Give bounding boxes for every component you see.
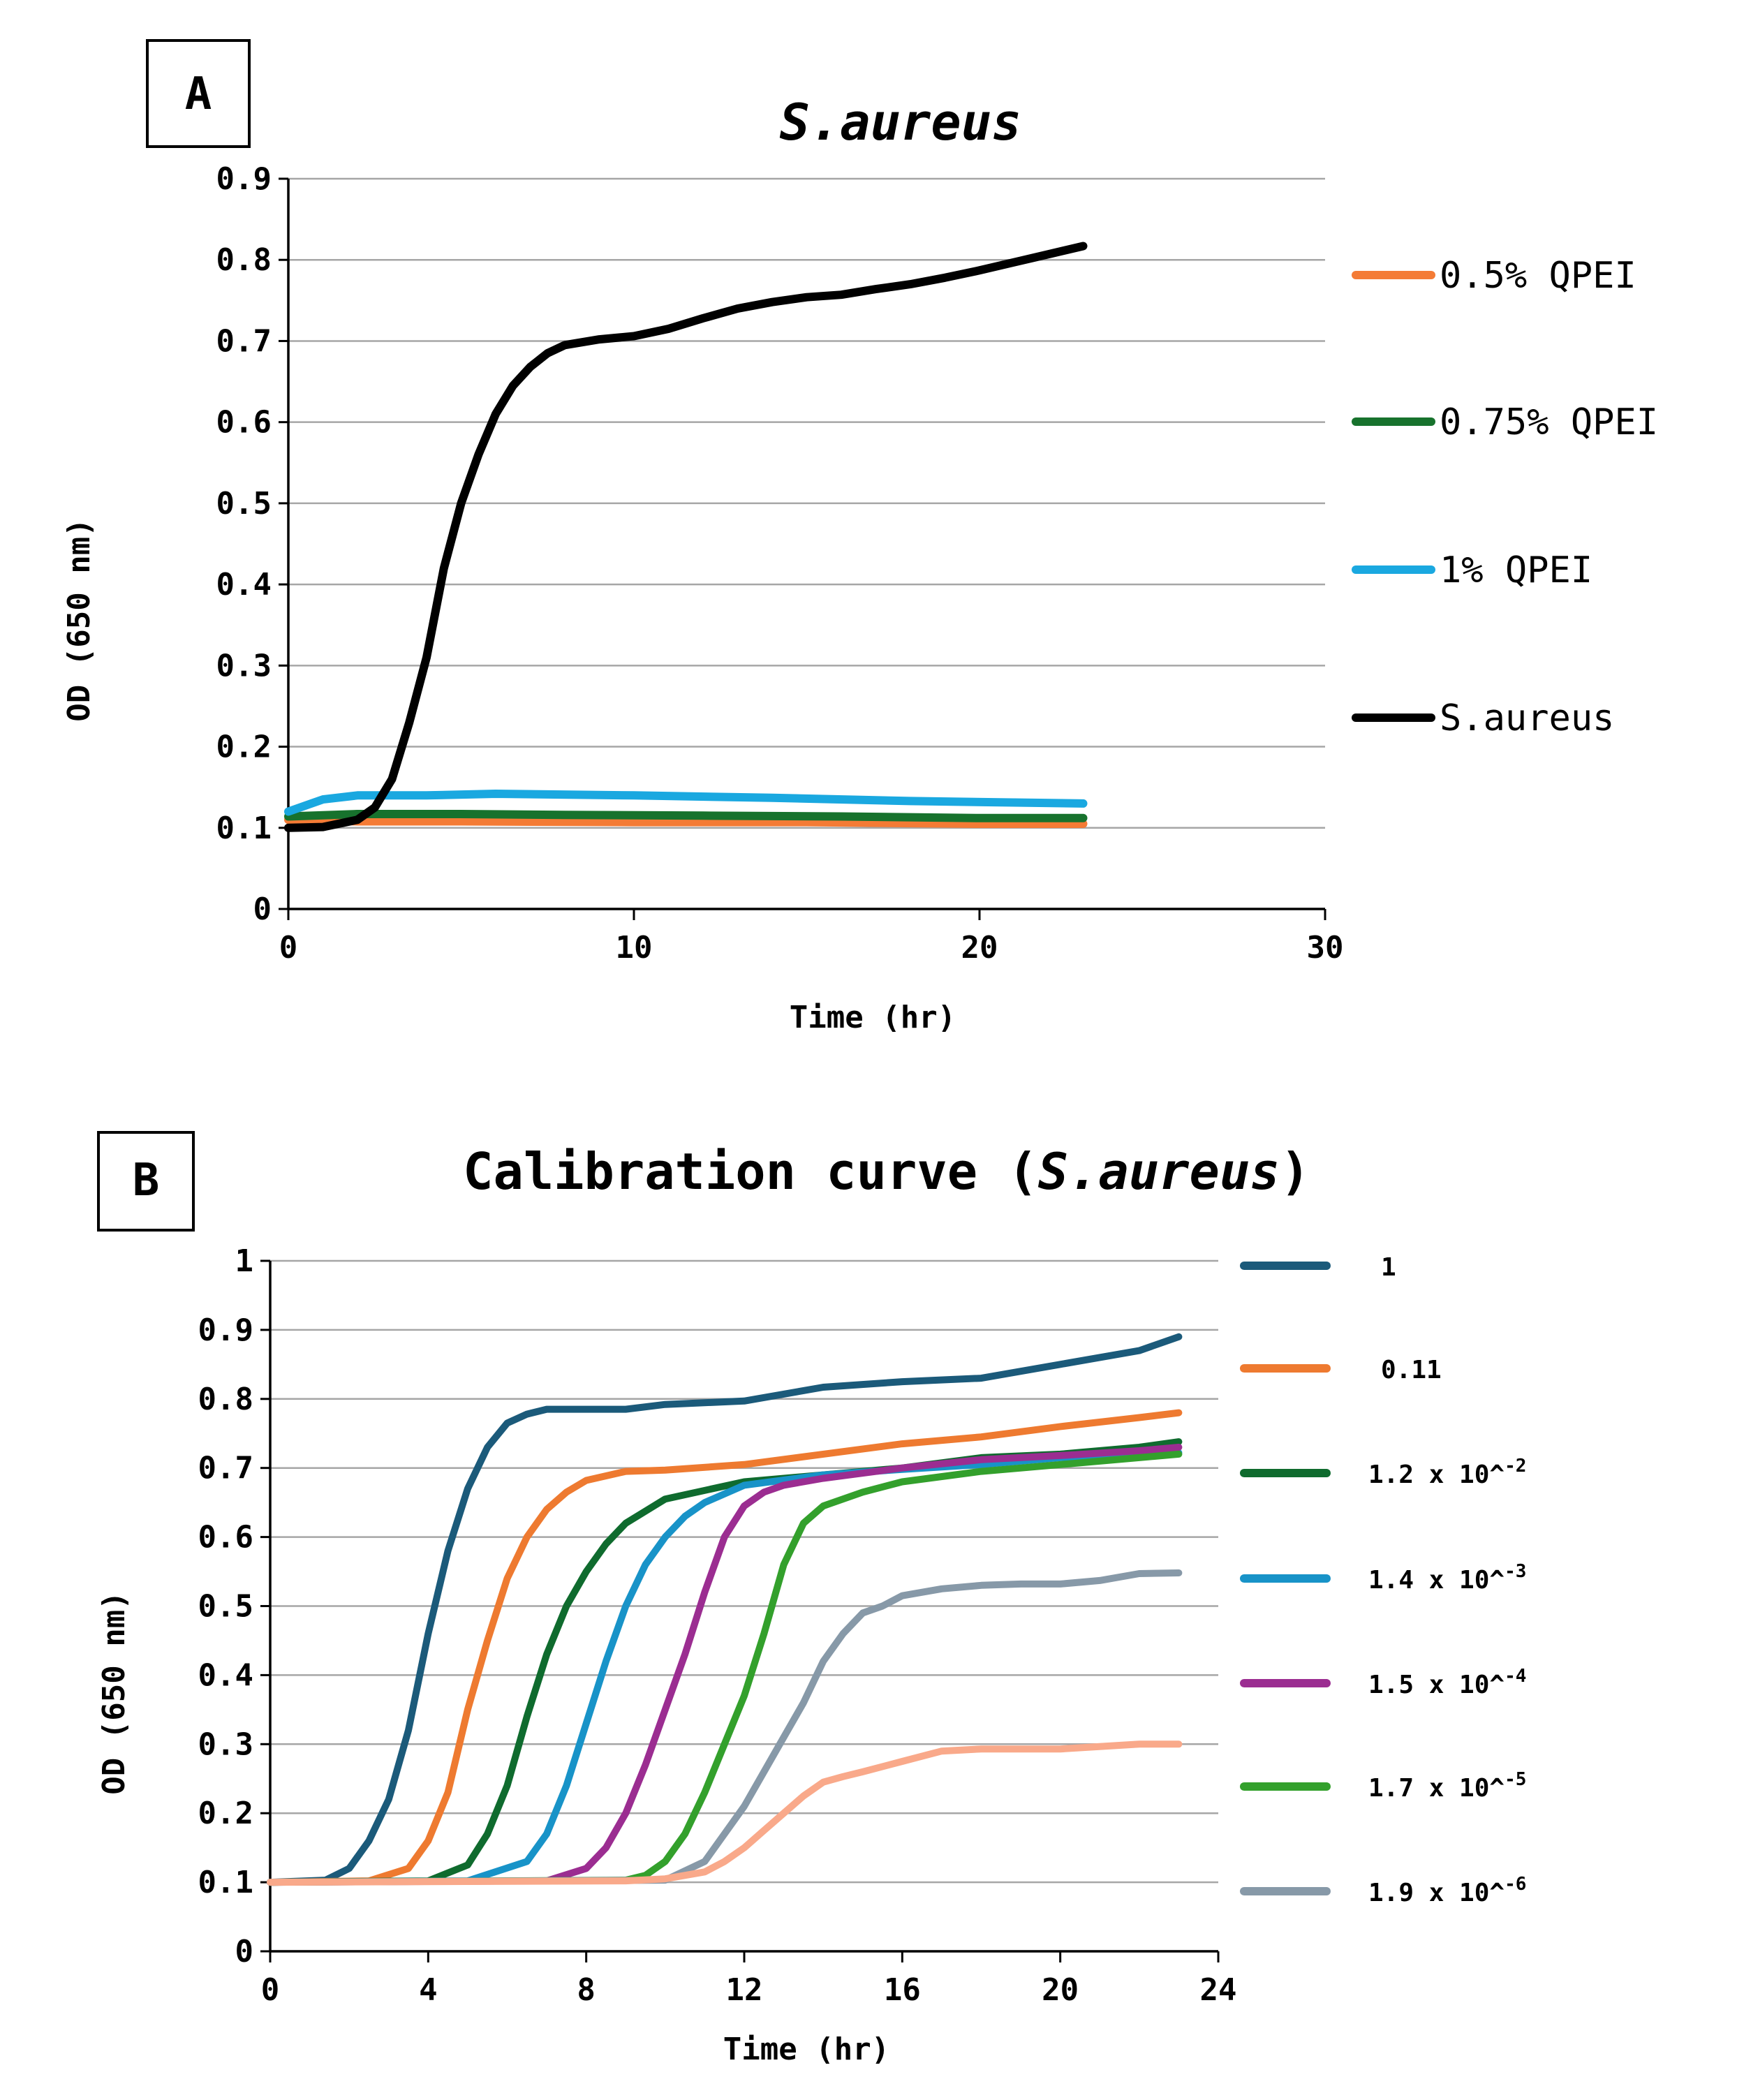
panel-a-ytick-label: 0.3 — [216, 648, 272, 683]
panel-b-series-line-4 — [267, 1449, 1183, 1886]
panel-a-legend-label: 0.5% QPEI — [1440, 255, 1636, 297]
panel-a-legend-label: 0.75% QPEI — [1440, 401, 1658, 443]
panel-b-series-line-3 — [267, 1438, 1183, 1886]
panel-a-xtick-label: 10 — [616, 930, 653, 966]
panel-b-title-suffix: ) — [1280, 1142, 1310, 1201]
legend-label-base: 1.5 x 10^ — [1368, 1671, 1505, 1699]
panel-b-title: Calibration curve (S.aureus) — [463, 1142, 1310, 1201]
panel-a-xtick-label: 20 — [961, 930, 998, 966]
panel-b-xtick-label: 12 — [726, 1972, 763, 2008]
panel-b-series-line-2 — [267, 1409, 1183, 1886]
panel-b-ytick-label: 0.6 — [198, 1520, 253, 1555]
panel-a-series-line-3 — [284, 790, 1088, 816]
panel-b-title-italic: S.aureus — [1038, 1142, 1280, 1201]
panel-b-legend-label: 1.5 x 10^-4 — [1368, 1666, 1526, 1699]
panel-a-letter: A — [185, 68, 212, 120]
panel-a-series-line-4 — [284, 242, 1088, 832]
panel-b-series-line-8 — [267, 1740, 1183, 1886]
panel-a-legend: 0.5% QPEI 0.75% QPEI 1% QPEI S.aureus — [1352, 255, 1658, 739]
legend-label-base: 1.9 x 10^ — [1368, 1879, 1505, 1907]
panel-a-ytick-label: 0.8 — [216, 242, 272, 278]
legend-label-base: 0.11 — [1381, 1356, 1442, 1384]
panel-b-series-line-6 — [267, 1450, 1183, 1886]
panel-b-series-line-7 — [267, 1569, 1183, 1886]
panel-a-plot: 0 0.1 0.2 0.3 0.4 0.5 0.6 0.7 0.8 0.9 0 10 20 30 — [216, 161, 1344, 966]
legend-label-exponent: -3 — [1505, 1561, 1526, 1582]
legend-label-exponent: -6 — [1505, 1874, 1526, 1895]
panel-b-xlabel: Time (hr) — [723, 2032, 889, 2067]
panel-b-ytick-label: 0.7 — [198, 1451, 253, 1486]
panel-b-ytick-label: 0.2 — [198, 1796, 253, 1831]
panel-a-ytick-label: 0.2 — [216, 730, 272, 765]
panel-b-ylabel: OD (650 nm) — [96, 1591, 132, 1794]
panel-b-title-main: Calibration curve ( — [463, 1142, 1038, 1201]
legend-label-exponent: -4 — [1505, 1666, 1526, 1687]
panel-b-ytick-label: 0.1 — [198, 1865, 253, 1900]
panel-a-label: A — [146, 39, 251, 148]
panel-b-ytick-label: 0.8 — [198, 1382, 253, 1417]
panel-b-series-line-5 — [267, 1444, 1183, 1886]
panel-b-letter: B — [133, 1155, 160, 1206]
panel-b-xtick-label: 24 — [1200, 1972, 1237, 2008]
panel-b-series-line-1 — [267, 1333, 1183, 1886]
panel-a-legend-label: S.aureus — [1440, 697, 1614, 739]
panel-b-plot: 0 0.1 0.2 0.3 0.4 0.5 0.6 0.7 0.8 0.9 1 0 4 8 12 16 20 24 — [198, 1243, 1237, 2008]
panel-b-ytick-label: 0.5 — [198, 1589, 253, 1625]
legend-label-base: 1 — [1381, 1253, 1396, 1282]
panel-a-ytick-label: 0.9 — [216, 161, 272, 197]
panel-b-ytick-label: 0.4 — [198, 1657, 253, 1693]
legend-label-exponent: -2 — [1505, 1456, 1526, 1477]
panel-b-xtick-label: 0 — [261, 1972, 280, 2008]
panel-a-legend-label: 1% QPEI — [1440, 549, 1592, 591]
panel-b-legend-label: 0.11 — [1381, 1356, 1442, 1384]
panel-a-xlabel: Time (hr) — [790, 1000, 956, 1035]
panel-a-ytick-label: 0 — [253, 892, 272, 927]
panel-b-ytick-label: 0.3 — [198, 1726, 253, 1762]
panel-b-legend-label: 1 — [1381, 1253, 1396, 1282]
panel-a-ytick-label: 0.7 — [216, 323, 272, 359]
legend-label-base: 1.4 x 10^ — [1368, 1566, 1505, 1595]
panel-a-xtick-label: 30 — [1307, 930, 1344, 966]
panel-a-series-line-2 — [284, 810, 1088, 822]
legend-label-base: 1.2 x 10^ — [1368, 1461, 1505, 1489]
panel-b-ytick-label: 1 — [235, 1243, 254, 1279]
panel-a-ytick-label: 0.4 — [216, 567, 272, 602]
panel-a-xtick-label: 0 — [279, 930, 298, 966]
panel-b-xtick-label: 8 — [577, 1972, 596, 2008]
panel-b-label: B — [97, 1131, 195, 1232]
panel-b-legend: 10.111.2 x 10^-21.4 x 10^-31.5 x 10^-41.… — [1240, 1253, 1526, 1907]
panel-a-ytick-label: 0.6 — [216, 405, 272, 441]
panel-a-ytick-label: 0.1 — [216, 811, 272, 846]
panel-b-legend-label: 1.9 x 10^-6 — [1368, 1874, 1526, 1907]
panel-a-ylabel: OD (650 nm) — [61, 518, 97, 721]
panel-b-legend-label: 1.7 x 10^-5 — [1368, 1769, 1526, 1803]
panel-a-title: S.aureus — [780, 93, 1022, 151]
legend-label-base: 1.7 x 10^ — [1368, 1774, 1505, 1803]
panel-b-xtick-label: 16 — [884, 1972, 921, 2008]
panel-a-ytick-label: 0.5 — [216, 486, 272, 522]
panel-b-xtick-label: 20 — [1042, 1972, 1079, 2008]
panel-b-legend-label: 1.2 x 10^-2 — [1368, 1456, 1526, 1489]
panel-b-legend-label: 1.4 x 10^-3 — [1368, 1561, 1526, 1595]
legend-label-exponent: -5 — [1505, 1769, 1526, 1790]
panel-b-ytick-label: 0.9 — [198, 1312, 253, 1348]
panel-b-xtick-label: 4 — [419, 1972, 438, 2008]
panel-b-ytick-label: 0 — [235, 1934, 254, 1969]
